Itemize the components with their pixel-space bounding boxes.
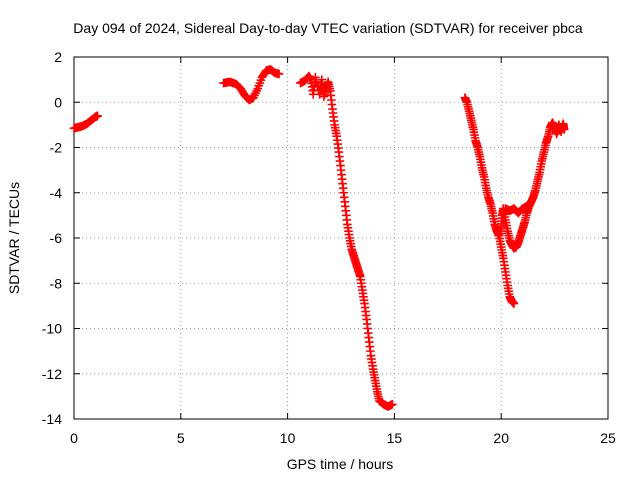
series-arc-3	[296, 71, 397, 411]
y-tick-label: 2	[54, 49, 62, 65]
x-tick-label: 10	[280, 430, 296, 446]
y-tick-label: -8	[50, 275, 63, 291]
data-point-markers	[460, 93, 569, 253]
data-series	[69, 65, 569, 411]
series-arc-2	[219, 65, 284, 105]
series-arc-6	[501, 202, 532, 218]
y-tick-label: -2	[50, 140, 63, 156]
x-tick-label: 20	[493, 430, 509, 446]
x-tick-label: 15	[387, 430, 403, 446]
grid-lines	[74, 57, 608, 419]
y-tick-label: -4	[50, 185, 63, 201]
x-tick-label: 5	[177, 430, 185, 446]
x-tick-label: 25	[600, 430, 616, 446]
data-point-markers	[494, 231, 519, 308]
chart-title: Day 094 of 2024, Sidereal Day-to-day VTE…	[73, 20, 583, 36]
data-point-markers	[501, 202, 532, 218]
x-axis-label: GPS time / hours	[287, 456, 394, 472]
y-tick-label: -12	[42, 366, 62, 382]
y-tick-label: -10	[42, 321, 62, 337]
series-arc-1	[69, 111, 102, 133]
x-tick-label: 0	[70, 430, 78, 446]
y-axis-label: SDTVAR / TECUs	[6, 182, 22, 294]
data-point-markers	[219, 65, 284, 105]
y-tick-label: -14	[42, 411, 62, 427]
y-tick-label: 0	[54, 94, 62, 110]
data-point-markers	[296, 71, 397, 411]
series-arc-5	[494, 231, 519, 308]
series-arc-4	[460, 93, 569, 253]
y-tick-label: -6	[50, 230, 63, 246]
axis-ticks: 0 5 10 15 20 25 -14 -12 -10 -8 -6 -4 -2 0 2	[42, 49, 616, 446]
data-point-markers	[69, 111, 102, 133]
